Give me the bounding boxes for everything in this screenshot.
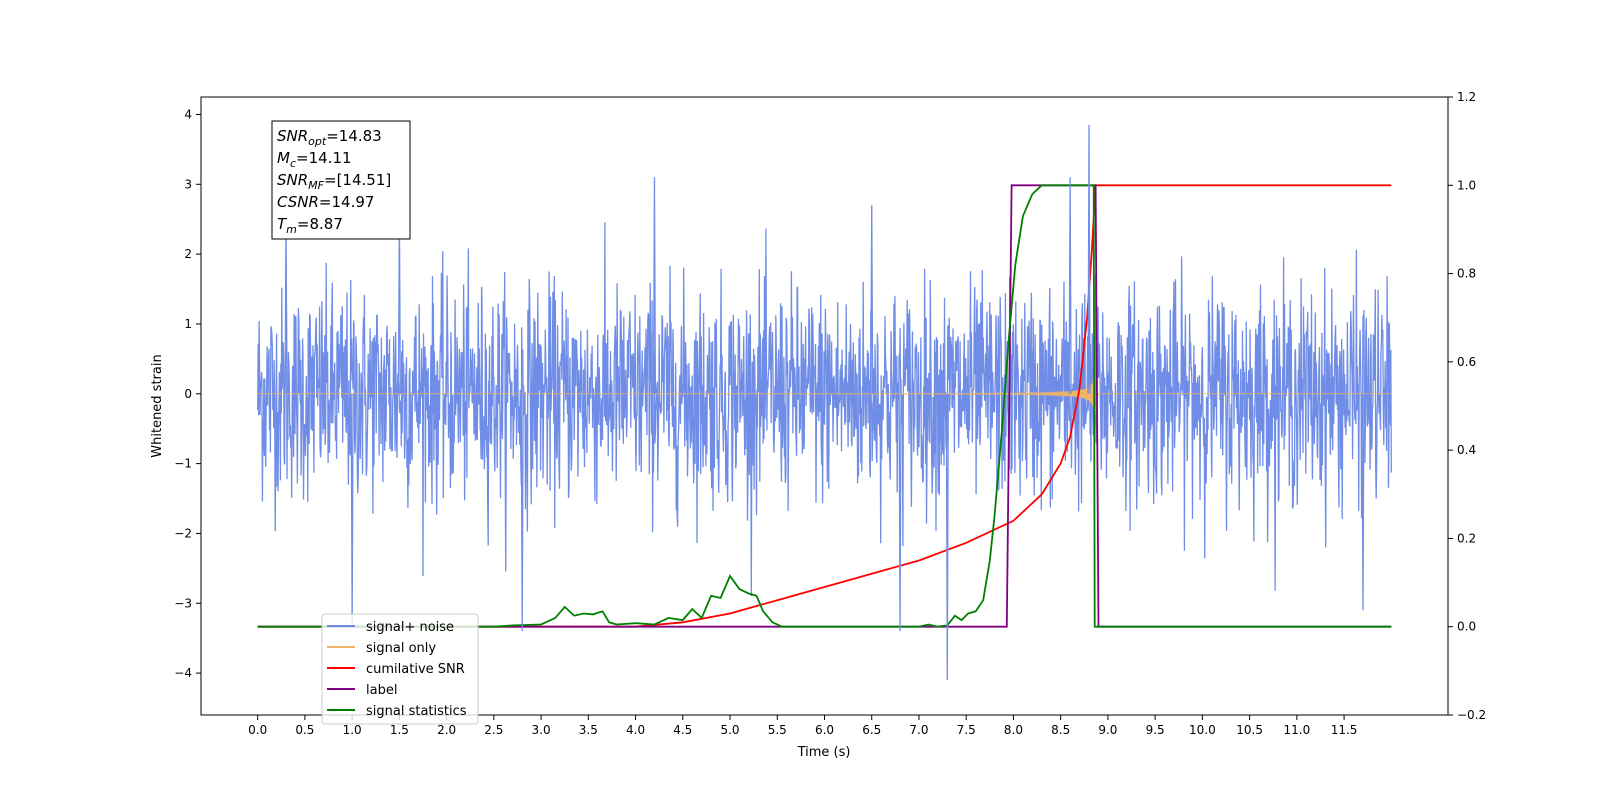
y2-tick-label: −0.2: [1457, 708, 1486, 722]
noise-spike: [1087, 124, 1091, 394]
y2-tick-label: 0.8: [1457, 267, 1476, 281]
y-tick-label: −2: [174, 526, 192, 540]
noise-spike: [898, 393, 902, 632]
x-tick-label: 1.5: [390, 723, 409, 737]
y-tick-label: 4: [184, 107, 192, 121]
y2-tick-label: 0.4: [1457, 443, 1476, 457]
series-signal-statistics: [257, 184, 1392, 628]
noise-spike: [520, 393, 524, 632]
series-signal-noise: [257, 222, 1392, 597]
noise-spike: [1068, 177, 1072, 394]
legend: signal+ noise signal only cumilative SNR la…: [321, 613, 479, 725]
info-box-frame: [271, 120, 411, 240]
x-tick-label: 9.0: [1098, 723, 1117, 737]
y-tick-label: 0: [184, 387, 192, 401]
legend-label: label: [366, 683, 397, 698]
legend-label: signal statistics: [366, 704, 467, 719]
x-tick-label: 3.0: [532, 723, 551, 737]
y2-tick-label: 1.2: [1457, 90, 1476, 104]
x-tick-label: 1.0: [343, 723, 362, 737]
x-tick-label: 6.0: [815, 723, 834, 737]
x-tick-label: 4.5: [673, 723, 692, 737]
x-tick-label: 0.0: [248, 723, 267, 737]
noise-spike: [652, 177, 657, 394]
y2-tick-label: 0.0: [1457, 620, 1476, 634]
y2-tick-label: 0.6: [1457, 355, 1476, 369]
y2-tick-label: 1.0: [1457, 178, 1476, 192]
y-axis-label: Whitened strain: [150, 354, 165, 457]
noise-spike: [1361, 393, 1365, 611]
x-tick-label: 0.5: [295, 723, 314, 737]
x-axis-label: Time (s): [797, 745, 851, 760]
info-line: SNRopt=14.83: [277, 127, 382, 148]
x-tick-label: 2.5: [484, 723, 503, 737]
legend-frame: [321, 613, 479, 725]
x-tick-label: 11.0: [1283, 723, 1310, 737]
noise-spike: [350, 393, 354, 625]
y-tick-label: −1: [174, 457, 192, 471]
x-tick-label: 7.0: [909, 723, 928, 737]
x-tick-label: 9.5: [1146, 723, 1165, 737]
x-tick-label: 6.5: [862, 723, 881, 737]
x-tick-label: 5.5: [768, 723, 787, 737]
info-line: Tm=8.87: [277, 215, 343, 236]
x-axis: 0.0 0.5 1.0 1.5 2.0 2.5 3.0 3.5 4.0 4.5 5.0 5.5 6.0 6…: [248, 715, 1357, 737]
x-tick-label: 8.5: [1051, 723, 1070, 737]
info-line: Mc=14.11: [277, 149, 352, 170]
x-tick-label: 4.0: [626, 723, 645, 737]
info-line: SNRMF=[14.51]: [277, 171, 391, 192]
plot-area: [257, 124, 1392, 681]
info-line: CSNR=14.97: [277, 193, 374, 211]
x-tick-label: 11.5: [1331, 723, 1358, 737]
x-tick-label: 5.0: [720, 723, 739, 737]
x-tick-label: 3.5: [579, 723, 598, 737]
x-tick-label: 10.0: [1189, 723, 1216, 737]
snr-info-box: SNRopt=14.83Mc=14.11SNRMF=[14.51]CSNR=14…: [271, 120, 411, 240]
x-tick-label: 2.0: [437, 723, 456, 737]
legend-label: signal only: [366, 641, 436, 656]
y-tick-label: −3: [174, 596, 192, 610]
noise-spike: [870, 205, 874, 394]
y-tick-label: 3: [184, 177, 192, 191]
x-tick-label: 8.0: [1004, 723, 1023, 737]
y2-tick-label: 0.2: [1457, 531, 1476, 545]
y-axis-right: −0.2 0.0 0.2 0.4 0.6 0.8 1.0 1.2: [1448, 90, 1486, 722]
x-tick-label: 7.5: [957, 723, 976, 737]
series-signal-only: [257, 376, 1392, 416]
x-tick-label: 10.5: [1236, 723, 1263, 737]
y-tick-label: 1: [184, 317, 192, 331]
y-tick-label: −4: [174, 666, 192, 680]
y-axis-left: −4 −3 −2 −1 0 1 2 3 4: [174, 107, 201, 680]
legend-label: cumilative SNR: [366, 662, 465, 677]
y-tick-label: 2: [184, 247, 192, 261]
legend-label: signal+ noise: [366, 620, 454, 635]
